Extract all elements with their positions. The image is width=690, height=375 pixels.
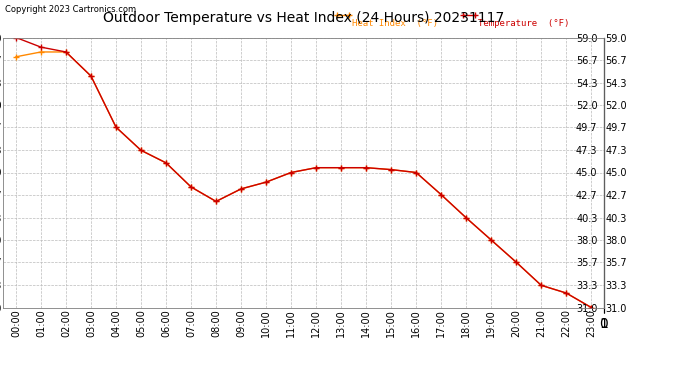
Temperature  (°F) xyxy=(387,167,395,172)
Temperature  (°F) xyxy=(312,165,320,170)
Heat Index  (°F) xyxy=(212,199,220,204)
Heat Index  (°F) xyxy=(362,165,371,170)
Temperature  (°F) xyxy=(337,165,345,170)
Temperature  (°F) xyxy=(187,185,195,189)
Heat Index  (°F) xyxy=(62,50,70,54)
Heat Index  (°F) xyxy=(337,165,345,170)
Temperature  (°F) xyxy=(237,187,245,191)
Heat Index  (°F) xyxy=(237,187,245,191)
Temperature  (°F) xyxy=(62,50,70,54)
Heat Index  (°F) xyxy=(262,180,270,184)
Heat Index  (°F) xyxy=(487,238,495,242)
Temperature  (°F) xyxy=(87,74,95,78)
Heat Index  (°F) xyxy=(562,291,571,295)
Line: Temperature  (°F): Temperature (°F) xyxy=(13,35,594,310)
Temperature  (°F) xyxy=(412,170,420,175)
Heat Index  (°F) xyxy=(462,216,471,220)
Heat Index  (°F) xyxy=(287,170,295,175)
Temperature  (°F) xyxy=(287,170,295,175)
Temperature  (°F) xyxy=(162,160,170,165)
Heat Index  (°F) xyxy=(412,170,420,175)
Heat Index  (°F) xyxy=(137,148,145,153)
Text: Temperature  (°F): Temperature (°F) xyxy=(477,19,569,28)
Heat Index  (°F) xyxy=(537,283,545,288)
Temperature  (°F) xyxy=(37,45,45,50)
Temperature  (°F) xyxy=(437,192,445,197)
Text: Heat Index  (°F): Heat Index (°F) xyxy=(352,19,437,28)
Heat Index  (°F) xyxy=(387,167,395,172)
Temperature  (°F) xyxy=(487,238,495,242)
Temperature  (°F) xyxy=(112,125,120,129)
Heat Index  (°F) xyxy=(187,185,195,189)
Heat Index  (°F) xyxy=(12,54,20,59)
Temperature  (°F) xyxy=(537,283,545,288)
Text: Outdoor Temperature vs Heat Index (24 Hours) 20231117: Outdoor Temperature vs Heat Index (24 Ho… xyxy=(103,11,504,25)
Temperature  (°F) xyxy=(262,180,270,184)
Heat Index  (°F) xyxy=(512,260,520,264)
Temperature  (°F) xyxy=(212,199,220,204)
Text: Copyright 2023 Cartronics.com: Copyright 2023 Cartronics.com xyxy=(6,5,137,14)
Heat Index  (°F) xyxy=(587,305,595,310)
Heat Index  (°F) xyxy=(37,50,45,54)
Heat Index  (°F) xyxy=(112,125,120,129)
Temperature  (°F) xyxy=(137,148,145,153)
Temperature  (°F) xyxy=(362,165,371,170)
Heat Index  (°F) xyxy=(437,192,445,197)
Temperature  (°F) xyxy=(12,35,20,40)
Temperature  (°F) xyxy=(562,291,571,295)
Heat Index  (°F) xyxy=(87,74,95,78)
Temperature  (°F) xyxy=(462,216,471,220)
Temperature  (°F) xyxy=(512,260,520,264)
Line: Heat Index  (°F): Heat Index (°F) xyxy=(13,49,594,310)
Heat Index  (°F) xyxy=(162,160,170,165)
Heat Index  (°F) xyxy=(312,165,320,170)
Temperature  (°F) xyxy=(587,305,595,310)
